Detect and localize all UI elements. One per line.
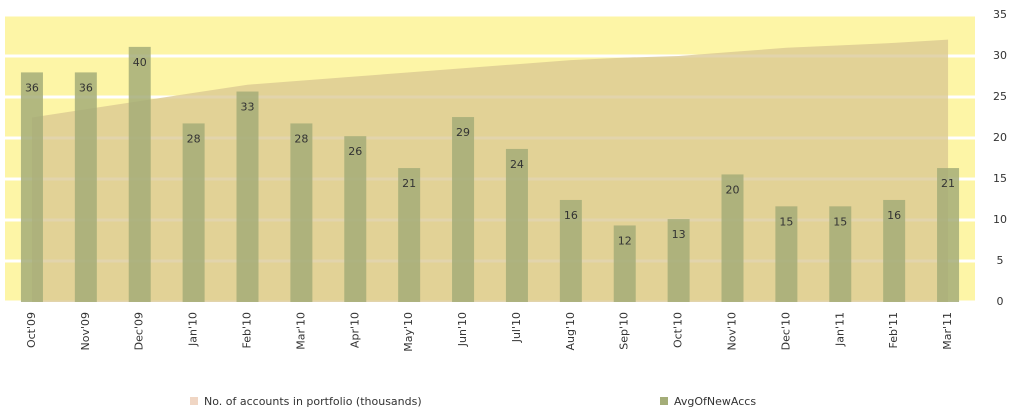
- x-tick-label: Mar'11: [941, 312, 954, 350]
- data-label: 36: [25, 81, 39, 94]
- x-tick-label: Jul'10: [510, 312, 523, 343]
- x-tick-label: Sep'10: [618, 312, 631, 350]
- bar: [290, 123, 313, 302]
- data-label: 21: [402, 177, 416, 190]
- y-tick-label: 0: [997, 295, 1004, 308]
- bar: [20, 72, 43, 303]
- data-label: 28: [187, 132, 201, 145]
- bar: [721, 174, 744, 302]
- y-tick-label: 30: [993, 49, 1007, 62]
- bar: [344, 136, 367, 302]
- x-tick-label: Dec'10: [779, 312, 792, 350]
- x-tick-label: Dec'09: [133, 312, 146, 350]
- bar: [398, 168, 421, 302]
- data-label: 21: [941, 177, 955, 190]
- legend-swatch: [660, 397, 668, 405]
- data-label: 13: [672, 228, 686, 241]
- x-tick-label: Oct'09: [25, 312, 38, 348]
- legend-swatch: [190, 397, 198, 405]
- bar: [505, 148, 528, 302]
- x-tick-label: Oct'10: [672, 312, 685, 348]
- bar: [452, 117, 475, 303]
- bar: [883, 199, 906, 302]
- data-label: 16: [887, 209, 901, 222]
- data-label: 26: [348, 145, 362, 158]
- bar: [829, 206, 852, 302]
- data-label: 36: [79, 81, 93, 94]
- x-tick-label: Feb'11: [887, 312, 900, 349]
- bar: [559, 199, 582, 302]
- y-tick-label: 15: [993, 172, 1007, 185]
- x-tick-label: Jan'11: [833, 312, 846, 347]
- bar: [775, 206, 798, 302]
- legend-label: AvgOfNewAccs: [674, 395, 756, 408]
- x-tick-label: Nov'09: [79, 312, 92, 351]
- y-tick-label: 10: [993, 213, 1007, 226]
- data-label: 33: [241, 101, 255, 114]
- y-tick-label: 5: [997, 254, 1004, 267]
- area: [31, 39, 949, 302]
- x-tick-label: Apr'10: [348, 312, 361, 348]
- x-tick-label: Jan'10: [187, 312, 200, 347]
- x-tick-label: Nov'10: [726, 312, 739, 351]
- data-label: 20: [726, 183, 740, 196]
- bar: [128, 46, 151, 303]
- x-tick-label: Aug'10: [564, 312, 577, 351]
- data-label: 28: [294, 132, 308, 145]
- bar: [236, 91, 259, 303]
- y-tick-label: 35: [993, 8, 1007, 21]
- bar: [613, 225, 636, 302]
- legend-label: No. of accounts in portfolio (thousands): [204, 395, 422, 408]
- bar: [937, 168, 960, 302]
- bar: [182, 123, 205, 302]
- x-tick-label: May'10: [402, 312, 415, 352]
- x-tick-label: Mar'10: [294, 312, 307, 350]
- x-tick-label: Feb'10: [241, 312, 254, 349]
- bar: [667, 219, 690, 302]
- x-tick-label: Jun'10: [456, 312, 469, 347]
- data-label: 12: [618, 234, 632, 247]
- data-label: 24: [510, 158, 524, 171]
- data-label: 16: [564, 209, 578, 222]
- bar: [74, 72, 97, 303]
- data-label: 15: [779, 215, 793, 228]
- data-label: 29: [456, 126, 470, 139]
- y-tick-label: 25: [993, 90, 1007, 103]
- data-label: 40: [133, 56, 147, 69]
- y-tick-label: 20: [993, 131, 1007, 144]
- data-label: 15: [833, 215, 847, 228]
